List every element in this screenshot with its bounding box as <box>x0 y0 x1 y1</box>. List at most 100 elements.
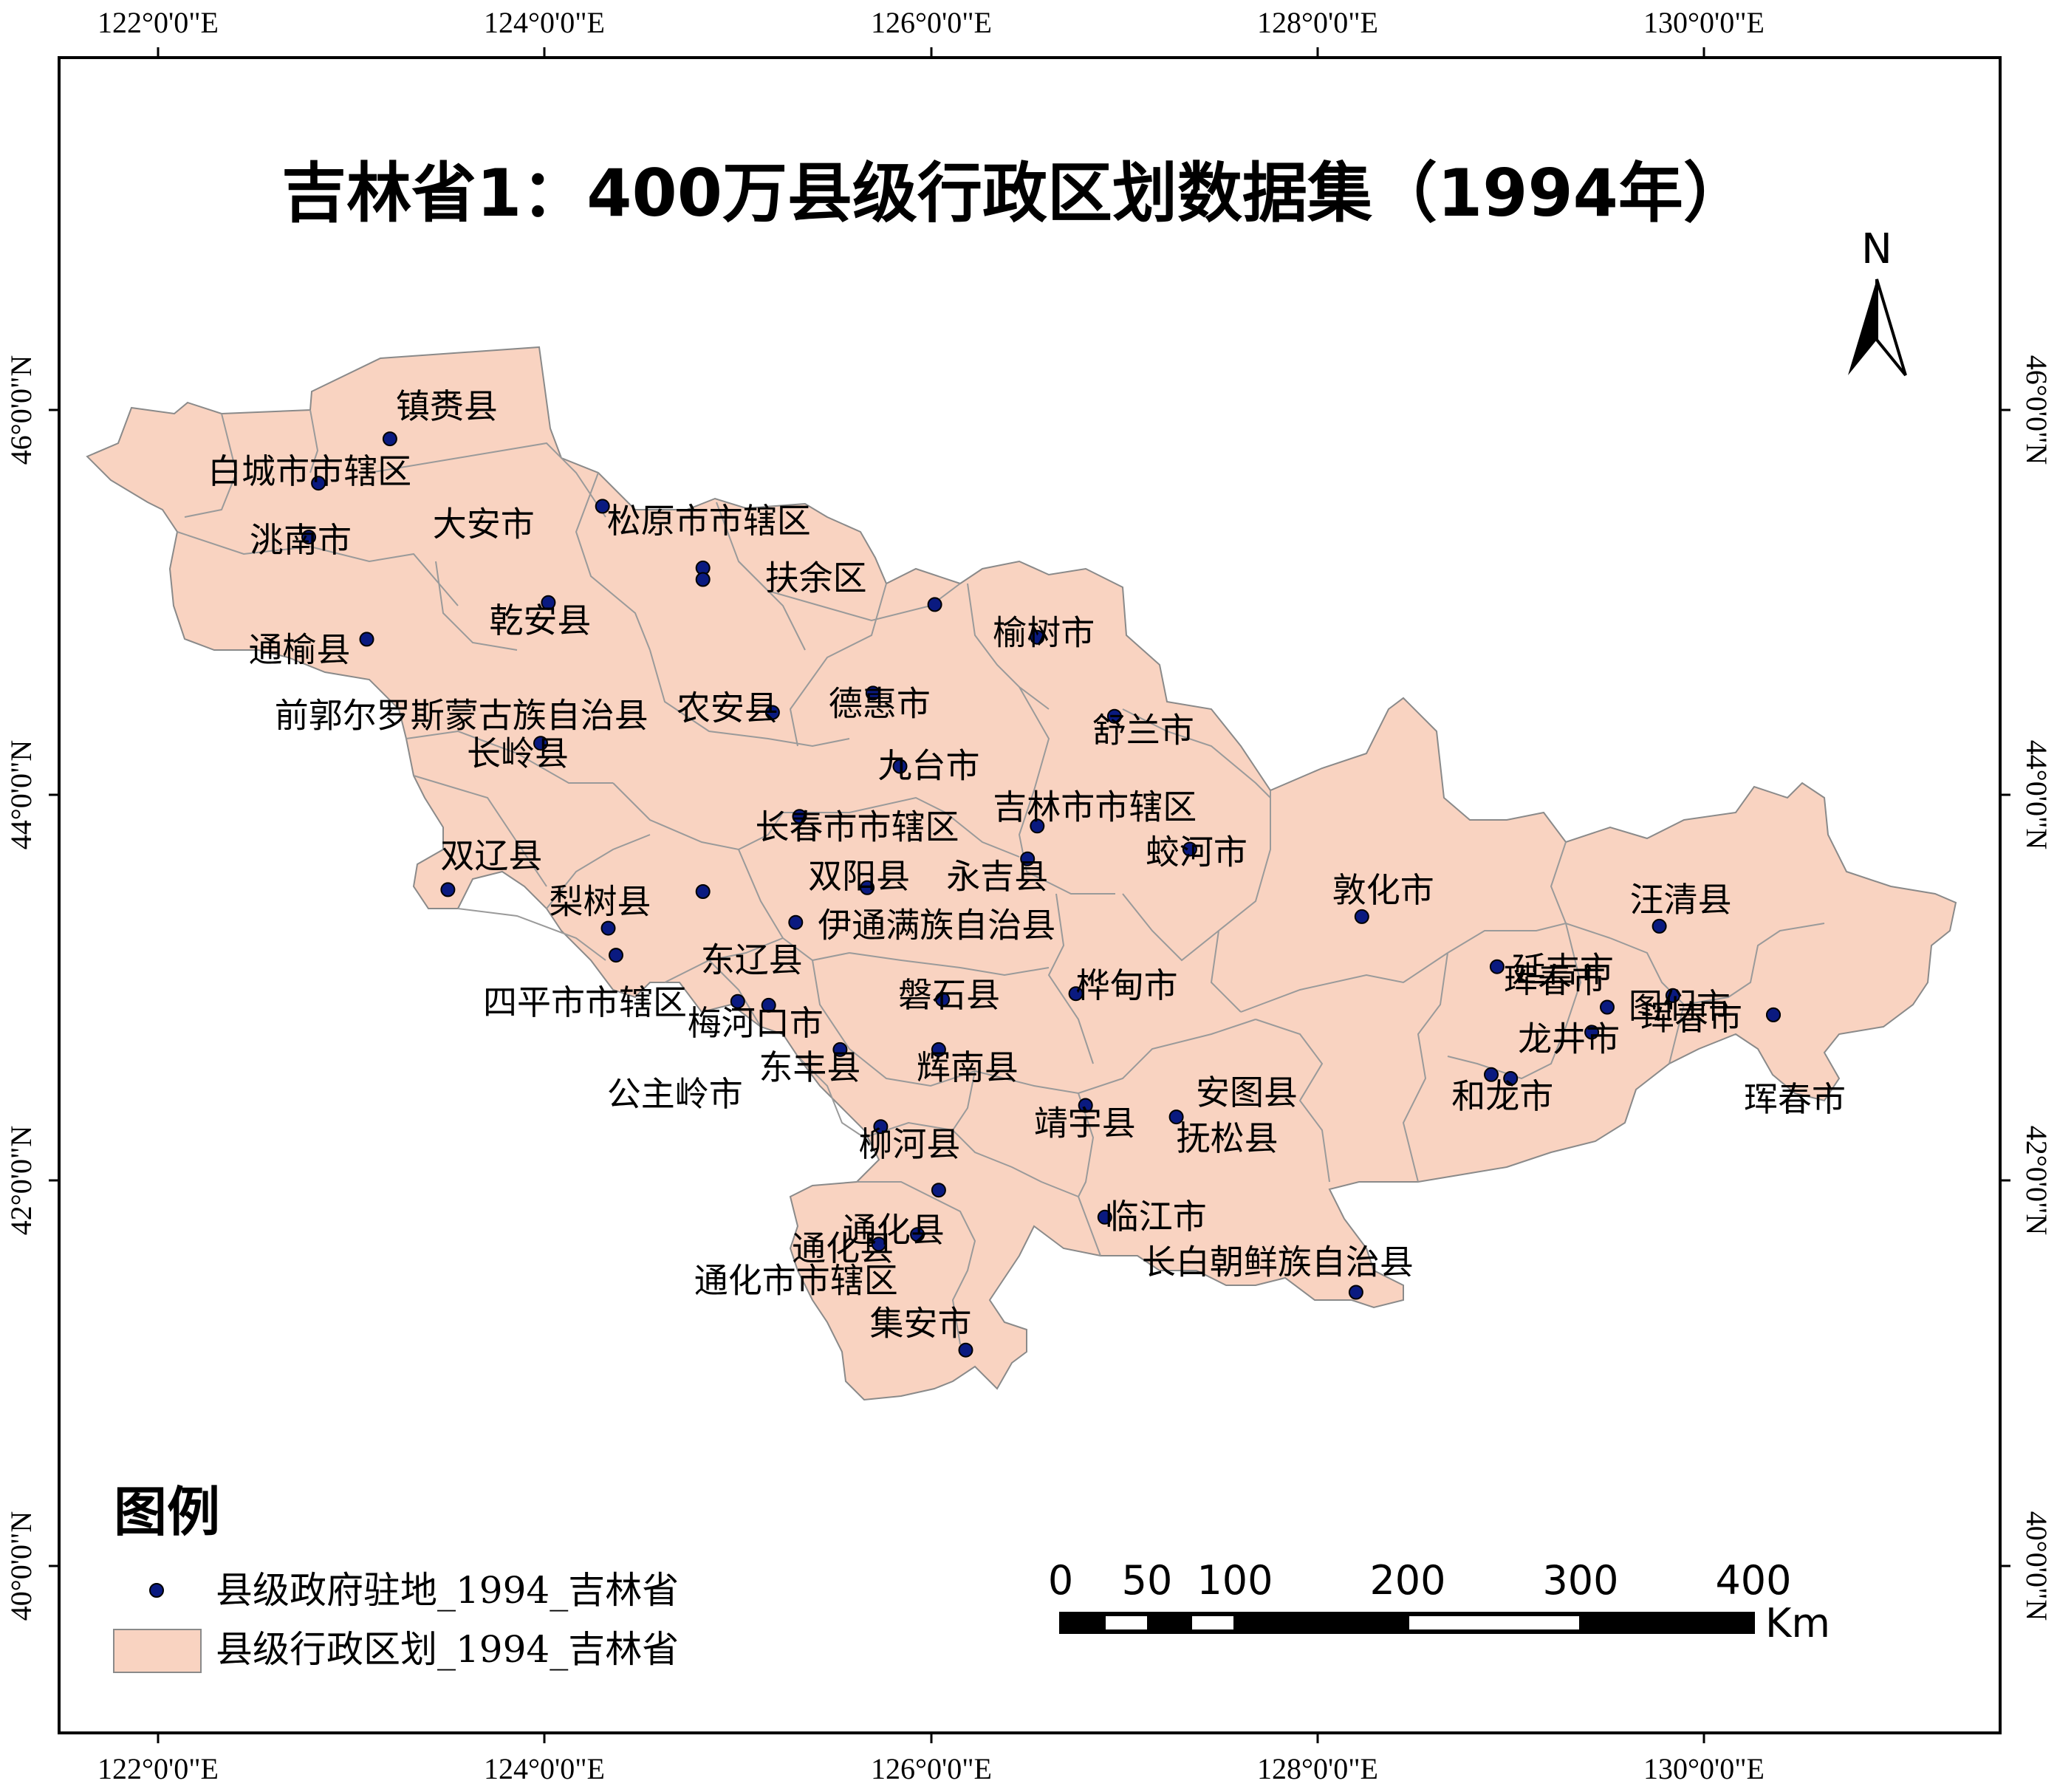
county-label: 辉南县 <box>917 1047 1019 1087</box>
scale-label-100: 100 <box>1197 1557 1273 1604</box>
county-seat-point <box>359 632 374 647</box>
county-label: 汪清县 <box>1630 880 1732 920</box>
lat-label-right-4: 40°0'0"N <box>2020 1511 2053 1621</box>
county-seat-point <box>1652 918 1667 934</box>
county-seat-point <box>600 920 616 936</box>
county-seat-point <box>1348 1285 1363 1300</box>
county-label: 磐石县 <box>898 975 1000 1015</box>
county-seat-point <box>1068 986 1084 1002</box>
county-label: 长春市市辖区 <box>756 807 959 847</box>
county-seat-point <box>1600 999 1615 1015</box>
county-seat-point <box>1030 818 1045 834</box>
county-seat-point <box>1168 1109 1184 1125</box>
county-label: 镇赉县 <box>396 386 498 426</box>
lon-label-bottom-2: 124°0'0"E <box>484 1752 605 1785</box>
county-seat-point <box>1078 1098 1093 1113</box>
county-label: 通化县 <box>843 1210 945 1250</box>
scale-label-300: 300 <box>1542 1557 1618 1604</box>
lat-label-right-2: 44°0'0"N <box>2020 740 2053 849</box>
county-label: 珲春市 <box>1744 1079 1846 1119</box>
lat-label-left-1: 46°0'0"N <box>4 355 38 465</box>
county-seat-point <box>865 685 880 701</box>
county-seat-point <box>541 595 556 610</box>
legend-title: 图例 <box>114 1481 220 1543</box>
county-label: 珲春市 <box>1640 998 1742 1038</box>
county-seat-point <box>931 1042 946 1057</box>
county-label: 大安市 <box>433 504 535 544</box>
county-label: 龙井市 <box>1518 1019 1620 1059</box>
county-seat-point <box>832 1042 848 1057</box>
lon-label-top-4: 128°0'0"E <box>1257 6 1378 39</box>
county-label: 蛟河市 <box>1146 832 1247 872</box>
lon-label-top-1: 122°0'0"E <box>97 6 219 39</box>
lat-label-right-1: 46°0'0"N <box>2020 355 2053 465</box>
county-label: 柳河县 <box>858 1124 960 1164</box>
legend-point-label: 县级政府驻地_1994_吉林省 <box>216 1569 679 1612</box>
county-seat-point <box>311 476 326 491</box>
county-seat-point <box>301 530 316 545</box>
county-label: 珲春市 <box>1504 961 1606 1001</box>
county-label: 东辽县 <box>701 940 803 980</box>
lon-label-bottom-1: 122°0'0"E <box>97 1752 219 1785</box>
county-label: 桦甸市 <box>1076 965 1178 1005</box>
county-seat-point <box>935 992 951 1007</box>
lon-label-top-5: 130°0'0"E <box>1643 6 1765 39</box>
county-label: 乾安县 <box>489 601 591 640</box>
county-seat-point <box>1489 959 1505 974</box>
scale-bar-frame <box>1059 1612 1755 1634</box>
lon-label-bottom-3: 126°0'0"E <box>871 1752 992 1785</box>
county-label: 通化市市辖区 <box>694 1260 898 1300</box>
scale-label-400: 400 <box>1715 1557 1791 1604</box>
county-seat-point <box>958 1342 973 1358</box>
latitude-ticks <box>49 408 2010 1567</box>
county-label: 德惠市 <box>829 683 931 723</box>
county-label: 临江市 <box>1105 1197 1207 1237</box>
county-seat-point <box>1766 1007 1781 1022</box>
county-seat-point <box>761 997 776 1013</box>
county-seat-point <box>595 499 610 514</box>
lat-label-left-3: 42°0'0"N <box>4 1126 38 1235</box>
county-label: 公主岭市 <box>607 1074 743 1114</box>
county-label: 图们市 <box>1629 986 1731 1026</box>
county-label: 榆树市 <box>993 613 1095 653</box>
county-seat-point <box>730 994 745 1009</box>
county-seat-point <box>695 572 711 587</box>
map-title: 吉林省1：400万县级行政区划数据集（1994年） <box>281 155 1748 231</box>
county-label: 伊通满族自治县 <box>818 906 1055 945</box>
county-seat-point <box>1030 629 1045 645</box>
legend-point-symbol <box>149 1583 164 1598</box>
scale-bar: 0 50 100 200 300 400 Km <box>1048 1557 1830 1646</box>
county-label: 梅河口市 <box>688 1003 824 1043</box>
legend-polygon-label: 县级行政区划_1994_吉林省 <box>216 1628 679 1671</box>
county-seat-point <box>440 882 456 897</box>
lon-label-bottom-5: 130°0'0"E <box>1643 1752 1765 1785</box>
county-seat-point <box>382 431 397 447</box>
scale-label-50: 50 <box>1122 1557 1173 1604</box>
county-label: 长白朝鲜族自治县 <box>1142 1242 1414 1282</box>
county-label: 敦化市 <box>1332 870 1434 910</box>
county-boundaries <box>177 409 1825 1345</box>
county-seat-point <box>1020 851 1036 866</box>
county-seat-point <box>609 948 623 963</box>
lon-label-top-2: 124°0'0"E <box>484 6 605 39</box>
north-arrow: N <box>1848 225 1907 377</box>
county-label: 前郭尔罗斯蒙古族自治县 <box>275 696 648 736</box>
county-seat-point <box>931 1183 946 1198</box>
county-label: 九台市 <box>878 746 980 786</box>
county-label: 通榆县 <box>249 629 351 669</box>
county-label: 扶余区 <box>765 558 867 598</box>
county-label: 松原市市辖区 <box>607 501 811 541</box>
scale-label-200: 200 <box>1369 1557 1445 1604</box>
county-seat-point <box>927 597 942 612</box>
county-label: 长岭县 <box>467 733 569 773</box>
lat-label-left-4: 40°0'0"N <box>4 1511 38 1621</box>
lon-label-bottom-4: 128°0'0"E <box>1257 1752 1378 1785</box>
county-label: 吉林市市辖区 <box>993 787 1197 827</box>
county-seat-point <box>1354 909 1369 924</box>
county-label: 农安县 <box>677 688 778 728</box>
county-label: 双辽县 <box>440 835 542 875</box>
lon-label-top-3: 126°0'0"E <box>871 6 992 39</box>
county-seat-point <box>1503 1071 1519 1086</box>
